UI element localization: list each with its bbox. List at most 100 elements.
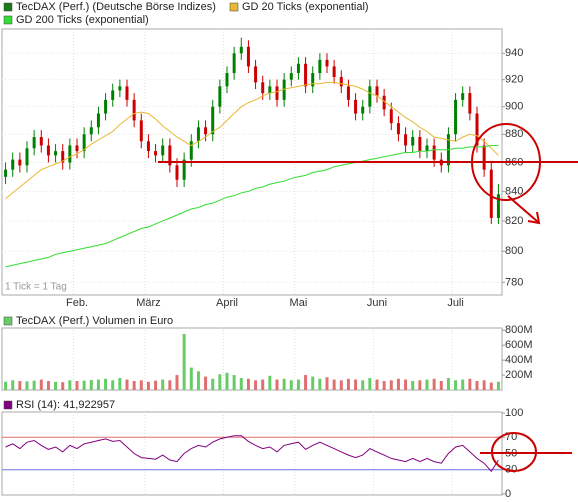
volume-bar	[375, 379, 379, 390]
volume-bar	[125, 379, 129, 390]
legend-swatch	[3, 15, 13, 25]
volume-bar	[146, 381, 150, 390]
candle-body	[239, 46, 243, 54]
volume-bar	[18, 381, 22, 390]
candle-body	[475, 113, 479, 146]
candle-body	[296, 63, 300, 74]
line	[5, 81, 499, 200]
candle-body	[32, 137, 36, 149]
candle-body	[282, 79, 286, 100]
circle-mark	[471, 123, 541, 201]
volume-bar	[218, 374, 222, 390]
candle-body	[454, 99, 458, 135]
marks: Feb. März April Mai Juni Juli7808008208408608…	[2, 1, 533, 500]
volume-bar	[161, 379, 165, 390]
candle-body	[254, 66, 258, 83]
candle-body	[496, 194, 500, 218]
candle-body	[18, 159, 22, 166]
volume-bar	[354, 379, 358, 390]
y-tick-label: 840	[505, 185, 523, 197]
volume-bar	[204, 376, 208, 390]
volume-bar	[339, 380, 343, 390]
candle-body	[196, 127, 200, 142]
x-tick-label: April	[216, 297, 238, 309]
candle-body	[4, 169, 8, 177]
volume-panel	[1, 327, 503, 391]
y-tick-label: 780	[505, 276, 523, 288]
y-tick-label: 0	[505, 488, 511, 500]
volume-bar	[432, 378, 436, 390]
volume-bar	[261, 379, 265, 390]
y-tick-label: 200M	[505, 369, 533, 381]
volume-bar	[325, 377, 329, 390]
candle-body	[218, 86, 222, 107]
candle-body	[204, 127, 208, 135]
volume-bar	[475, 381, 479, 390]
candle-body	[354, 99, 358, 114]
y-tick-label: 800	[505, 245, 523, 257]
candle-body	[261, 82, 265, 94]
candle-body	[311, 73, 315, 87]
candle-body	[125, 86, 129, 100]
volume-bar	[211, 378, 215, 390]
candle-body	[189, 141, 193, 160]
candle-body	[425, 145, 429, 152]
y-tick-label: 400M	[505, 354, 533, 366]
candle-body	[168, 145, 172, 166]
annotation: 1 Tick = 1 Tag	[5, 282, 67, 293]
candle-body	[104, 99, 108, 114]
volume-bar	[304, 375, 308, 390]
arrow-head	[527, 211, 541, 225]
candle-body	[225, 73, 229, 87]
volume-bar	[239, 378, 243, 390]
candle-body	[346, 86, 350, 100]
candle-body	[325, 59, 329, 67]
volume-bar	[318, 378, 322, 390]
volume-bar	[496, 381, 500, 390]
volume-bar	[289, 380, 293, 390]
volume-bar	[489, 382, 493, 390]
legend-swatch	[3, 400, 13, 410]
x-tick-label: Mai	[290, 297, 308, 309]
candle-body	[461, 93, 465, 100]
candle-body	[146, 141, 150, 152]
candle-body	[268, 86, 272, 94]
legend-swatch	[229, 2, 239, 12]
volume-bar	[196, 371, 200, 390]
volume-bar	[296, 379, 300, 390]
arrow	[507, 195, 539, 223]
volume-bar	[139, 380, 143, 390]
candle-body	[404, 134, 408, 146]
y-tick-label: 820	[505, 215, 523, 227]
rsi-panel	[1, 411, 503, 496]
volume-bar	[75, 381, 79, 390]
candle-body	[289, 73, 293, 80]
candle-body	[275, 86, 279, 100]
candle-body	[375, 86, 379, 96]
volume-bar	[4, 381, 8, 390]
volume-bar	[482, 380, 486, 390]
candle-body	[232, 53, 236, 74]
volume-bar	[189, 367, 193, 390]
candle-body	[61, 151, 65, 163]
candle-body	[68, 145, 72, 163]
volume-bar	[11, 380, 15, 390]
volume-bar	[32, 380, 36, 390]
volume-bar	[61, 382, 65, 390]
volume-bar	[346, 378, 350, 390]
legend-label: TecDAX (Perf.) (Deutsche Börse Indizes)	[16, 1, 216, 13]
candle-body	[246, 46, 250, 67]
legend-label: GD 20 Ticks (exponential)	[242, 1, 369, 13]
candle-body	[418, 137, 422, 152]
volume-bar	[332, 379, 336, 390]
volume-bar	[39, 379, 43, 390]
volume-bar	[232, 375, 236, 390]
candle-body	[82, 134, 86, 152]
candle-body	[75, 145, 79, 152]
x-tick-label: Juni	[367, 297, 387, 309]
volume-bar	[96, 379, 100, 390]
y-tick-label: 600M	[505, 339, 533, 351]
volume-bar	[454, 380, 458, 390]
candle-body	[96, 113, 100, 128]
candle-body	[132, 99, 136, 121]
